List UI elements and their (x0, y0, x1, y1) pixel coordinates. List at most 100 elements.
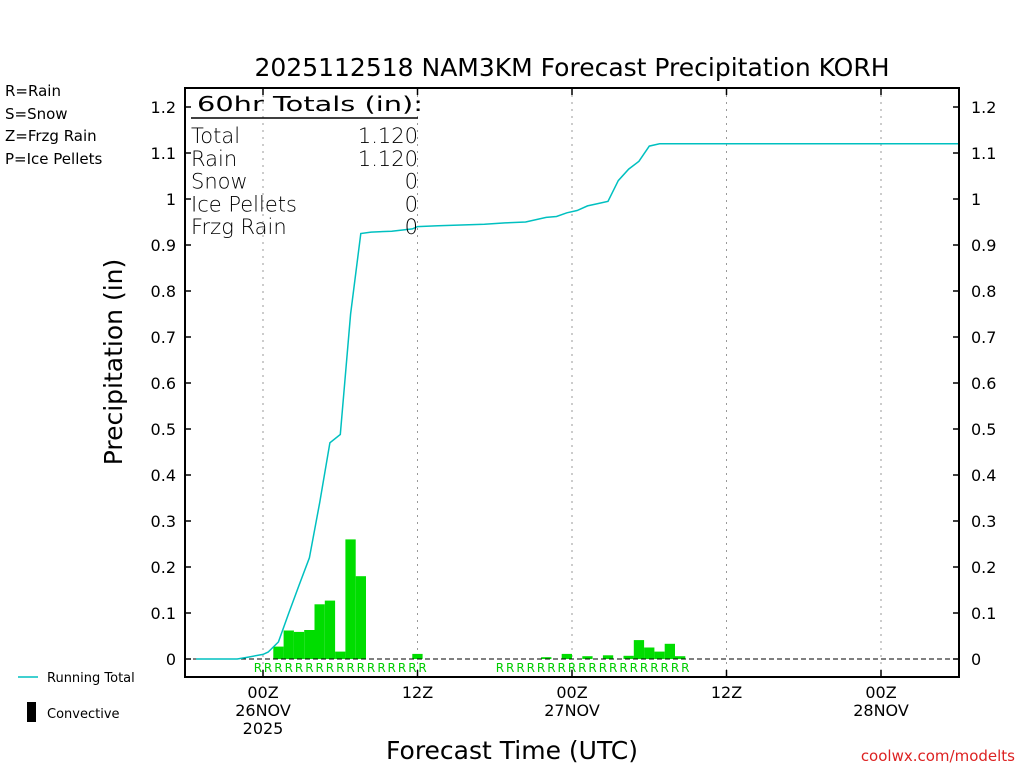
rain-marker-35: R (681, 661, 689, 675)
precip-type-legend: R=Rain S=Snow Z=Frzg Rain P=Ice Pellets (5, 82, 102, 168)
rain-bar-11 (561, 653, 572, 659)
credit-text: coolwx.com/modelts (861, 747, 1015, 765)
rain-marker-10: R (357, 661, 365, 675)
legend-rain: R=Rain (5, 82, 61, 100)
ytick-label-right-5: 0.5 (971, 420, 996, 439)
ytick-label-right-12: 1.2 (971, 98, 996, 117)
ytick-label-left-1: 0.1 (151, 604, 176, 623)
rain-bar-9 (412, 653, 423, 659)
running-total-line (196, 143, 959, 660)
xtick-label-0-1: 26NOV (235, 701, 291, 720)
totals-label-4: Frzg Rain (191, 215, 287, 239)
ytick-label-left-2: 0.2 (151, 558, 176, 577)
rain-marker-7: R (326, 661, 334, 675)
rain-marker-4: R (295, 661, 303, 675)
rain-marker-6: R (316, 661, 324, 675)
ytick-label-right-7: 0.7 (971, 328, 996, 347)
rain-marker-20: R (527, 661, 535, 675)
ytick-label-right-11: 1.1 (971, 144, 996, 163)
rain-marker-8: R (336, 661, 344, 675)
rain-bar-14 (623, 655, 634, 659)
xtick-label-2-1: 27NOV (544, 701, 600, 720)
rain-bar-4 (314, 604, 325, 659)
rain-marker-14: R (398, 661, 406, 675)
xtick-label-0-2: 2025 (243, 719, 284, 738)
totals-value-1: 1.120 (358, 147, 418, 171)
rain-marker-30: R (630, 661, 638, 675)
rain-marker-12: R (377, 661, 385, 675)
totals-heading: 60hr Totals (in): (197, 92, 423, 116)
ytick-label-left-9: 0.9 (151, 236, 176, 255)
rain-marker-24: R (568, 661, 576, 675)
rain-marker-34: R (671, 661, 679, 675)
rain-marker-5: R (305, 661, 313, 675)
totals-value-3: 0 (405, 192, 418, 216)
legend-freezing-rain: Z=Frzg Rain (5, 127, 97, 145)
ytick-label-left-3: 0.3 (151, 512, 176, 531)
ytick-label-right-8: 0.8 (971, 282, 996, 301)
totals-value-2: 0 (405, 170, 418, 194)
ytick-label-right-2: 0.2 (971, 558, 996, 577)
rain-bar-19 (675, 656, 686, 659)
rain-marker-28: R (609, 661, 617, 675)
ytick-label-left-5: 0.5 (151, 420, 176, 439)
y-axis-right: 0 0.1 0.2 0.3 0.4 0.5 0.6 0.7 0.8 0.9 1 1.1 1.2 (953, 98, 996, 669)
ytick-label-left-4: 0.4 (151, 466, 176, 485)
rain-marker-3: R (285, 661, 293, 675)
rain-marker-23: R (558, 661, 566, 675)
convective-legend-label: Convective (47, 707, 120, 722)
legend-ice-pellets: P=Ice Pellets (5, 150, 102, 168)
rain-bar-2 (293, 631, 305, 659)
rain-bars (273, 539, 686, 659)
totals-value-4: 0 (405, 215, 418, 239)
rain-marker-16: R (418, 661, 426, 675)
ytick-label-left-12: 1.2 (151, 98, 176, 117)
rain-marker-21: R (537, 661, 545, 675)
rain-marker-22: R (547, 661, 555, 675)
rain-bar-10 (541, 657, 552, 659)
x-axis-title: Forecast Time (UTC) (386, 736, 638, 765)
totals-box: 60hr Totals (in): Total 1.120 Rain 1.120 Sno… (191, 92, 423, 239)
rain-marker-17: R (496, 661, 504, 675)
ytick-label-left-6: 0.6 (151, 374, 176, 393)
xtick-label-1-0: 12Z (402, 683, 433, 702)
rain-marker-26: R (588, 661, 596, 675)
rain-marker-19: R (516, 661, 524, 675)
rain-bar-12 (582, 656, 593, 659)
ytick-label-left-11: 1.1 (151, 144, 176, 163)
ytick-label-right-10: 1 (971, 190, 981, 209)
rain-marker-1: R (264, 661, 272, 675)
ytick-label-right-1: 0.1 (971, 604, 996, 623)
totals-label-3: Ice Pellets (191, 192, 297, 216)
rain-bar-6 (335, 651, 346, 659)
ytick-label-left-7: 0.7 (151, 328, 176, 347)
vertical-gridlines (262, 88, 882, 677)
rain-bar-13 (602, 655, 614, 659)
rain-bar-17 (654, 651, 665, 659)
chart-title: 2025112518 NAM3KM Forecast Precipitation… (254, 53, 889, 82)
ytick-label-left-8: 0.8 (151, 282, 176, 301)
ytick-label-right-6: 0.6 (971, 374, 996, 393)
rain-marker-15: R (408, 661, 416, 675)
totals-label-0: Total (191, 124, 240, 148)
xtick-label-4-0: 00Z (865, 683, 896, 702)
ytick-label-right-4: 0.4 (971, 466, 996, 485)
ytick-label-right-9: 0.9 (971, 236, 996, 255)
rain-bar-7 (345, 539, 356, 659)
xtick-label-0-0: 00Z (247, 683, 278, 702)
rain-bar-8 (355, 576, 366, 659)
ytick-label-right-3: 0.3 (971, 512, 996, 531)
rain-marker-11: R (367, 661, 375, 675)
xtick-label-4-1: 28NOV (853, 701, 909, 720)
ytick-label-right-0: 0 (971, 650, 981, 669)
totals-label-1: Rain (191, 147, 237, 171)
rain-marker-9: R (346, 661, 354, 675)
rain-bar-18 (664, 643, 675, 659)
ytick-label-left-10: 1 (166, 190, 176, 209)
rain-marker-2: R (274, 661, 282, 675)
xtick-label-3-0: 12Z (711, 683, 742, 702)
y-axis-left: 0 0.1 0.2 0.3 0.4 0.5 0.6 0.7 0.8 0.9 1 1.1 1.2 (151, 98, 191, 669)
